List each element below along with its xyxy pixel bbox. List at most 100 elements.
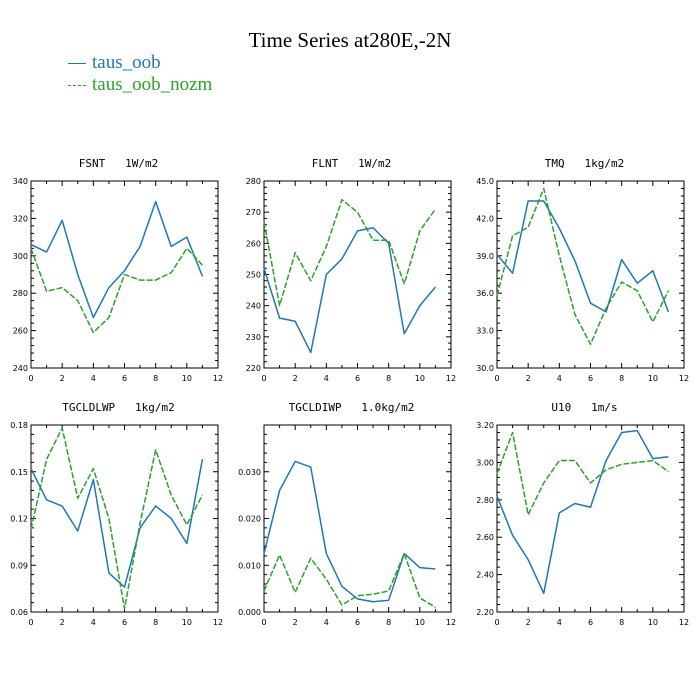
y-tick-label-tmq: 33.0 <box>476 327 494 336</box>
chart-title-tmq: TMQ 1kg/m2 <box>545 157 624 170</box>
x-tick-label-u10: 12 <box>679 618 689 627</box>
chart-u10: U10 1m/s 0 2 4 6 8 10 12 2.20 2.40 2.60 2.80 3.00 3.2… <box>476 401 689 627</box>
legend-label-taus-oob-nozm: taus_oob_nozm <box>92 74 213 95</box>
legend-item-taus-oob-nozm: taus_oob_nozm <box>68 74 212 96</box>
x-tick-label-flnt: 6 <box>355 374 360 383</box>
y-tick-label-flnt: 280 <box>246 177 261 186</box>
chart-fsnt: FSNT 1W/m2 0 2 4 6 8 10 12 240 260 280 300 320 340 <box>13 157 223 383</box>
chart-tmq: TMQ 1kg/m2 0 2 4 6 8 10 12 30.0 33.0 36.0 39.0 42.0 4… <box>476 157 689 383</box>
y-tick-label-tmq: 39.0 <box>476 252 494 261</box>
y-tick-label-u10: 2.60 <box>476 533 494 542</box>
y-tick-label-flnt: 270 <box>246 208 261 217</box>
x-tick-label-flnt: 10 <box>415 374 425 383</box>
y-tick-label-flnt: 230 <box>246 333 261 342</box>
y-tick-label-u10: 2.40 <box>476 571 494 580</box>
legend: taus_oob taus_oob_nozm <box>68 52 212 96</box>
x-tick-label-fsnt: 0 <box>28 374 33 383</box>
x-tick-label-tgcldlwp: 10 <box>182 618 192 627</box>
y-tick-label-flnt: 220 <box>246 364 261 373</box>
plot-frame-tgcldlwp <box>30 424 219 613</box>
y-tick-label-u10: 3.00 <box>476 458 494 467</box>
plot-frame-u10 <box>496 424 685 613</box>
x-tick-label-tmq: 2 <box>526 374 531 383</box>
x-tick-label-flnt: 0 <box>261 374 266 383</box>
plot-frame-flnt <box>263 180 452 369</box>
legend-line-taus-oob-nozm <box>68 84 86 86</box>
y-tick-label-fsnt: 280 <box>13 289 28 298</box>
y-tick-label-tmq: 36.0 <box>476 289 494 298</box>
x-tick-label-tgcldiwp: 6 <box>355 618 360 627</box>
y-tick-label-fsnt: 300 <box>13 252 28 261</box>
x-tick-label-flnt: 4 <box>324 374 329 383</box>
chart-tgcldiwp: TGCLDIWP 1.0kg/m2 0 2 4 6 8 10 12 0.000 0.010 0.02… <box>238 401 456 627</box>
y-tick-label-tgcldlwp: 0.12 <box>10 515 28 524</box>
y-tick-label-tgcldiwp: 0.020 <box>238 515 261 524</box>
y-tick-label-tgcldiwp: 0.010 <box>238 561 261 570</box>
y-tick-label-u10: 2.80 <box>476 496 494 505</box>
x-tick-label-tgcldiwp: 4 <box>324 618 329 627</box>
series-line-taus-oob-flnt <box>263 227 436 354</box>
y-tick-label-tgcldlwp: 0.15 <box>10 468 28 477</box>
x-tick-label-tgcldiwp: 10 <box>415 618 425 627</box>
x-tick-label-u10: 2 <box>526 618 531 627</box>
y-tick-label-flnt: 260 <box>246 239 261 248</box>
y-tick-label-fsnt: 320 <box>13 214 28 223</box>
x-tick-label-tmq: 8 <box>619 374 624 383</box>
chart-flnt: FLNT 1W/m2 0 2 4 6 8 10 12 220 230 240 250 260 270 280 <box>246 157 456 383</box>
x-tick-label-tgcldiwp: 8 <box>386 618 391 627</box>
y-tick-label-tgcldlwp: 0.18 <box>10 421 28 430</box>
series-line-taus-oob-nozm-tgcldiwp <box>263 552 436 608</box>
x-tick-label-tmq: 6 <box>588 374 593 383</box>
series-line-taus-oob-nozm-u10 <box>496 431 669 516</box>
x-tick-label-tgcldlwp: 0 <box>28 618 33 627</box>
chart-title-tgcldiwp: TGCLDIWP 1.0kg/m2 <box>289 401 415 414</box>
y-tick-label-u10: 2.20 <box>476 608 494 617</box>
x-tick-label-flnt: 8 <box>386 374 391 383</box>
y-tick-label-tgcldlwp: 0.06 <box>10 608 28 617</box>
page-title: Time Series at280E,-2N <box>248 28 452 52</box>
plot-frame-tgcldiwp <box>263 424 452 613</box>
x-tick-label-tmq: 10 <box>648 374 658 383</box>
legend-item-taus-oob: taus_oob <box>68 52 212 74</box>
x-tick-label-tgcldlwp: 8 <box>153 618 158 627</box>
series-line-taus-oob-fsnt <box>30 200 204 319</box>
x-tick-label-tgcldlwp: 4 <box>91 618 96 627</box>
plot-frame-tmq <box>496 180 685 369</box>
y-tick-label-tgcldlwp: 0.09 <box>10 561 28 570</box>
series-line-taus-oob-nozm-tgcldlwp <box>30 427 204 610</box>
series-line-taus-oob-nozm-flnt <box>263 198 437 307</box>
y-tick-label-u10: 3.20 <box>476 421 494 430</box>
x-tick-label-flnt: 2 <box>293 374 298 383</box>
x-tick-label-u10: 6 <box>588 618 593 627</box>
x-tick-label-fsnt: 8 <box>153 374 158 383</box>
series-line-taus-oob-tmq <box>496 200 670 313</box>
x-tick-label-fsnt: 2 <box>60 374 65 383</box>
x-tick-label-tgcldlwp: 12 <box>213 618 223 627</box>
legend-line-taus-oob <box>68 62 86 64</box>
chart-title-flnt: FLNT 1W/m2 <box>312 157 391 170</box>
chart-tgcldlwp: TGCLDLWP 1kg/m2 0 2 4 6 8 10 12 0.06 0.09 0.12 0.15… <box>10 401 223 627</box>
y-tick-label-tmq: 30.0 <box>476 364 494 373</box>
x-tick-label-u10: 8 <box>619 618 624 627</box>
x-tick-label-tmq: 12 <box>679 374 689 383</box>
y-tick-label-flnt: 250 <box>246 271 261 280</box>
y-tick-label-fsnt: 240 <box>13 364 28 373</box>
y-tick-label-tmq: 45.0 <box>476 177 494 186</box>
y-tick-label-tgcldiwp: 0.030 <box>238 468 261 477</box>
series-line-taus-oob-nozm-fsnt <box>30 247 203 334</box>
x-tick-label-flnt: 12 <box>446 374 456 383</box>
chart-title-u10: U10 1m/s <box>551 401 617 414</box>
y-tick-label-fsnt: 260 <box>13 327 28 336</box>
chart-title-fsnt: FSNT 1W/m2 <box>79 157 158 170</box>
x-tick-label-u10: 4 <box>557 618 562 627</box>
x-tick-label-tgcldiwp: 12 <box>446 618 456 627</box>
x-tick-label-fsnt: 12 <box>213 374 223 383</box>
x-tick-label-fsnt: 4 <box>91 374 96 383</box>
x-tick-label-tgcldiwp: 0 <box>261 618 266 627</box>
chart-title-tgcldlwp: TGCLDLWP 1kg/m2 <box>62 401 175 414</box>
x-tick-label-tmq: 0 <box>494 374 499 383</box>
series-line-taus-oob-tgcldiwp <box>263 460 436 603</box>
legend-label-taus-oob: taus_oob <box>92 52 161 73</box>
series-line-taus-oob-u10 <box>496 429 669 595</box>
x-tick-label-tmq: 4 <box>557 374 562 383</box>
